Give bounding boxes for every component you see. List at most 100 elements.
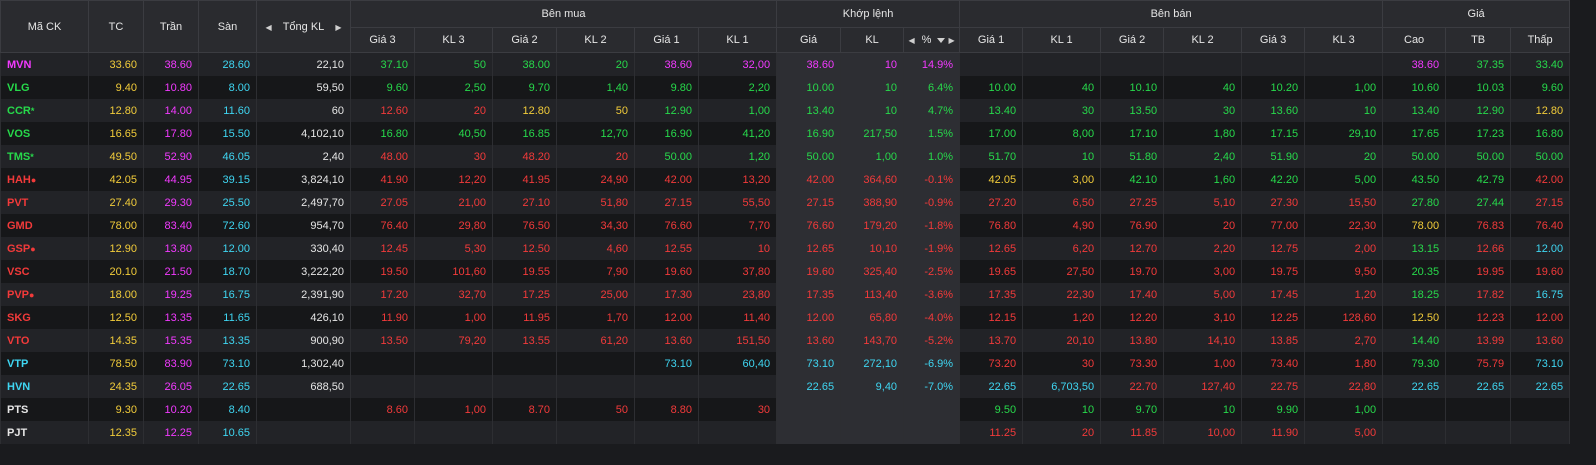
table-row[interactable]: CCR* 12.80 14.00 11.60 60 12.60 20 12.80 50 12.90…	[0, 99, 1571, 122]
table-row[interactable]: GMD 78.00 83.40 72.60 954,70 76.40 29,80 76.50 3…	[0, 214, 1571, 237]
symbol-cell[interactable]: VLG	[0, 76, 89, 99]
table-row[interactable]: PJT 12.35 12.25 10.65 11.25 20 11.85 10,00 11.90…	[0, 421, 1571, 444]
sell-cell: 12.70	[1100, 237, 1165, 260]
col-match-vol[interactable]: KL	[840, 27, 905, 53]
buy-cell: 13,20	[697, 168, 778, 191]
symbol-cell[interactable]: HAH●	[0, 168, 89, 191]
total-vol-cell: 59,50	[256, 76, 351, 99]
match-cell: 1.0%	[903, 145, 961, 168]
symbol-cell[interactable]: HVN	[0, 375, 89, 398]
table-row[interactable]: VTO 14.35 15.35 13.35 900,90 13.50 79,20 13.55 6…	[0, 329, 1571, 352]
sell-cell: 128,60	[1304, 306, 1384, 329]
scroll-left-icon[interactable]: ◀	[265, 22, 272, 32]
sell-cell: 22.65	[959, 375, 1024, 398]
symbol-cell[interactable]: VSC	[0, 260, 89, 283]
symbol-cell[interactable]: PTS	[0, 398, 89, 421]
col-sell-price1[interactable]: Giá 1	[959, 27, 1024, 53]
symbol-cell[interactable]: TMS*	[0, 145, 89, 168]
price-stat-cell: 37.35	[1445, 52, 1512, 76]
col-floor[interactable]: Sàn	[198, 0, 257, 53]
symbol-cell[interactable]: SKG	[0, 306, 89, 329]
floor-price-cell: 28.60	[198, 52, 257, 76]
symbol-cell[interactable]: VOS	[0, 122, 89, 145]
col-buy-price3[interactable]: Giá 3	[350, 27, 415, 53]
toggle-right-icon[interactable]: ▶	[948, 36, 955, 45]
col-ref[interactable]: TC	[88, 0, 144, 53]
symbol-cell[interactable]: GSP●	[0, 237, 89, 260]
col-buy-price2[interactable]: Giá 2	[492, 27, 557, 53]
symbol-cell[interactable]: GMD	[0, 214, 89, 237]
symbol-cell[interactable]: MVN	[0, 52, 89, 76]
symbol-cell[interactable]: PVP●	[0, 283, 89, 306]
symbol-cell[interactable]: CCR*	[0, 99, 89, 122]
sell-cell: 30	[1022, 99, 1102, 122]
table-row[interactable]: HVN 24.35 26.05 22.65 688,50 22.65 9,40 -7.0% 22…	[0, 375, 1571, 398]
table-row[interactable]: PVT 27.40 29.30 25.50 2,497,70 27.05 21,00 27.1…	[0, 191, 1571, 214]
buy-cell: 16.85	[492, 122, 557, 145]
floor-price-cell: 18.70	[198, 260, 257, 283]
col-total-vol[interactable]: ◀ Tổng KL ▶	[256, 0, 351, 53]
table-row[interactable]: SKG 12.50 13.35 11.65 426,10 11.90 1,00 11.95 1,…	[0, 306, 1571, 329]
floor-price-cell: 25.50	[198, 191, 257, 214]
col-buy-price1[interactable]: Giá 1	[634, 27, 699, 53]
col-sell-price3[interactable]: Giá 3	[1241, 27, 1306, 53]
table-row[interactable]: VSC 20.10 21.50 18.70 3,222,20 19.50 101,60 19.…	[0, 260, 1571, 283]
toggle-left-icon[interactable]: ◀	[908, 36, 915, 45]
buy-cell	[492, 375, 557, 398]
symbol-text: VOS	[7, 127, 31, 140]
table-row[interactable]: PTS 9.30 10.20 8.40 8.60 1,00 8.70 50 8.80 30 9.50…	[0, 398, 1571, 421]
table-row[interactable]: MVN 33.60 38.60 28.60 22,10 37.10 50 38.00 20 38.…	[0, 52, 1571, 76]
buy-cell: 38.00	[492, 52, 557, 76]
sort-desc-icon[interactable]	[937, 37, 946, 43]
col-sell-vol3[interactable]: KL 3	[1304, 27, 1384, 53]
match-cell: 217,50	[840, 122, 905, 145]
col-symbol[interactable]: Mã CK	[0, 0, 89, 53]
price-stat-cell: 12.23	[1445, 306, 1512, 329]
buy-cell: 48.20	[492, 145, 557, 168]
col-ceil[interactable]: Trần	[143, 0, 199, 53]
buy-cell: 12.50	[492, 237, 557, 260]
price-stat-cell: 12.66	[1445, 237, 1512, 260]
buy-cell	[634, 421, 699, 444]
symbol-cell[interactable]: PJT	[0, 421, 89, 444]
sell-cell: 1,20	[1304, 283, 1384, 306]
col-buy-vol3[interactable]: KL 3	[414, 27, 493, 53]
ceil-price-cell: 44.95	[143, 168, 199, 191]
table-row[interactable]: HAH● 42.05 44.95 39.15 3,824,10 41.90 12,20 41.…	[0, 168, 1571, 191]
col-low[interactable]: Thấp	[1510, 27, 1571, 53]
match-cell: 10,10	[840, 237, 905, 260]
col-match-price[interactable]: Giá	[776, 27, 842, 53]
ref-price-cell: 16.65	[88, 122, 144, 145]
ref-price-cell: 24.35	[88, 375, 144, 398]
buy-cell: 50	[556, 398, 635, 421]
col-high[interactable]: Cao	[1382, 27, 1447, 53]
table-row[interactable]: TMS* 49.50 52.90 46.05 2,40 48.00 30 48.20 20 50.…	[0, 145, 1571, 168]
scroll-right-icon[interactable]: ▶	[335, 22, 342, 32]
col-sell-price2[interactable]: Giá 2	[1100, 27, 1165, 53]
table-row[interactable]: VLG 9.40 10.80 8.00 59,50 9.60 2,50 9.70 1,40 9.8…	[0, 76, 1571, 99]
sell-cell: 10	[1022, 398, 1102, 421]
col-sell-vol1[interactable]: KL 1	[1022, 27, 1102, 53]
price-stat-cell: 13.15	[1382, 237, 1447, 260]
buy-cell: 10	[697, 237, 778, 260]
ref-price-cell: 78.50	[88, 352, 144, 375]
table-row[interactable]: PVP● 18.00 19.25 16.75 2,391,90 17.20 32,70 17.…	[0, 283, 1571, 306]
buy-cell: 11.90	[350, 306, 415, 329]
symbol-cell[interactable]: VTP	[0, 352, 89, 375]
col-sell-vol2[interactable]: KL 2	[1163, 27, 1243, 53]
symbol-cell[interactable]: PVT	[0, 191, 89, 214]
col-avg[interactable]: TB	[1445, 27, 1512, 53]
price-stat-cell: 18.25	[1382, 283, 1447, 306]
price-stat-cell: 10.03	[1445, 76, 1512, 99]
sell-cell: 27.20	[959, 191, 1024, 214]
match-cell: 14.9%	[903, 52, 961, 76]
table-row[interactable]: VOS 16.65 17.80 15.50 4,102,10 16.80 40,50 16.8…	[0, 122, 1571, 145]
ref-price-cell: 12.35	[88, 421, 144, 444]
col-match-pct[interactable]: ◀ % ▶	[903, 27, 961, 53]
col-buy-vol2[interactable]: KL 2	[556, 27, 635, 53]
buy-cell: 20	[414, 99, 493, 122]
symbol-cell[interactable]: VTO	[0, 329, 89, 352]
table-row[interactable]: VTP 78.50 83.90 73.10 1,302,40 73.10 60,40 73.1…	[0, 352, 1571, 375]
col-buy-vol1[interactable]: KL 1	[697, 27, 778, 53]
table-row[interactable]: GSP● 12.90 13.80 12.00 330,40 12.45 5,30 12.50 4…	[0, 237, 1571, 260]
